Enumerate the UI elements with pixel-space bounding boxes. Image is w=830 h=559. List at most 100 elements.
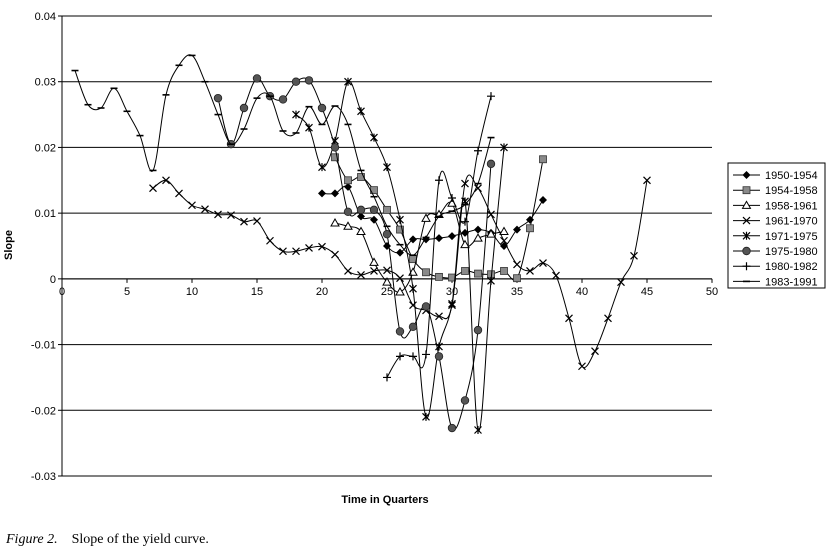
data-point bbox=[227, 211, 235, 220]
data-point bbox=[331, 250, 339, 259]
data-point bbox=[461, 267, 469, 275]
data-point bbox=[292, 247, 300, 256]
data-point bbox=[382, 277, 392, 286]
data-point bbox=[331, 189, 339, 198]
series-line bbox=[386, 96, 492, 378]
data-point bbox=[539, 196, 547, 204]
data-point bbox=[292, 110, 300, 119]
data-point bbox=[513, 274, 521, 283]
series-line bbox=[74, 54, 492, 256]
data-point bbox=[213, 93, 223, 103]
data-point bbox=[474, 225, 482, 234]
data-point bbox=[461, 179, 469, 188]
data-point bbox=[369, 205, 379, 215]
data-point bbox=[474, 146, 482, 155]
data-point bbox=[370, 133, 378, 142]
data-point bbox=[448, 299, 456, 308]
data-point bbox=[396, 352, 404, 361]
legend-entry: 1975-1980 bbox=[733, 246, 818, 258]
series-line bbox=[152, 174, 648, 369]
data-point bbox=[305, 123, 313, 132]
data-point bbox=[434, 352, 444, 361]
legend-label: 1958-1961 bbox=[765, 200, 818, 212]
x-tick-label: 50 bbox=[706, 286, 718, 298]
x-tick-label: 0 bbox=[59, 286, 65, 298]
data-point bbox=[539, 155, 547, 164]
series-1950-1954 bbox=[318, 182, 547, 257]
data-point bbox=[279, 247, 287, 256]
data-point bbox=[617, 278, 625, 287]
data-point bbox=[448, 232, 456, 241]
data-point bbox=[291, 77, 301, 86]
data-point bbox=[330, 143, 340, 152]
data-point bbox=[344, 182, 352, 191]
y-tick-label: 0.03 bbox=[35, 77, 56, 89]
data-point bbox=[435, 312, 443, 321]
data-point bbox=[578, 362, 586, 371]
data-point bbox=[331, 153, 339, 162]
data-point bbox=[422, 350, 430, 359]
data-point bbox=[447, 423, 457, 433]
data-point bbox=[487, 210, 495, 219]
data-point bbox=[474, 184, 482, 193]
data-point bbox=[149, 184, 157, 193]
data-point bbox=[252, 74, 262, 83]
y-axis-title: Slope bbox=[3, 230, 15, 260]
data-point bbox=[383, 163, 391, 172]
data-point bbox=[383, 266, 391, 275]
data-point bbox=[421, 213, 431, 222]
data-point bbox=[162, 176, 170, 185]
x-tick-label: 35 bbox=[511, 286, 523, 298]
data-point bbox=[357, 107, 365, 116]
y-tick-label: 0.01 bbox=[35, 208, 56, 220]
data-point bbox=[473, 233, 483, 242]
data-point bbox=[513, 260, 521, 269]
series-1983-1991 bbox=[71, 54, 495, 256]
data-point bbox=[370, 267, 378, 275]
data-point bbox=[330, 217, 340, 227]
data-point bbox=[513, 225, 521, 234]
series-1958-1961 bbox=[330, 198, 509, 296]
legend-marker bbox=[742, 171, 751, 179]
data-point bbox=[409, 284, 417, 293]
legend-label: 1961-1970 bbox=[765, 216, 818, 228]
series-line bbox=[217, 77, 492, 431]
data-point bbox=[486, 229, 496, 238]
legend-marker bbox=[742, 231, 751, 240]
data-point bbox=[565, 314, 573, 323]
y-tick-label: 0.04 bbox=[35, 11, 56, 23]
legend-entry: 1954-1958 bbox=[733, 185, 818, 197]
data-point bbox=[278, 95, 288, 104]
data-point bbox=[357, 173, 365, 181]
x-tick-label: 45 bbox=[641, 286, 653, 298]
data-point bbox=[382, 229, 392, 239]
legend-label: 1950-1954 bbox=[765, 170, 818, 182]
data-point bbox=[370, 215, 378, 224]
data-point bbox=[409, 352, 417, 361]
legend-entry: 1958-1961 bbox=[733, 200, 818, 212]
data-point bbox=[421, 302, 431, 311]
data-point bbox=[526, 224, 534, 233]
data-point bbox=[383, 373, 391, 382]
data-point bbox=[474, 269, 482, 278]
legend-marker bbox=[742, 216, 751, 225]
data-point bbox=[357, 270, 365, 279]
data-point bbox=[396, 215, 404, 224]
data-point bbox=[214, 210, 222, 219]
legend: 1950-1954 1954-1958 1958-1961 1961-1970 1971… bbox=[727, 162, 826, 289]
y-tick-label: -0.02 bbox=[31, 405, 56, 417]
legend-label: 1983-1991 bbox=[765, 276, 818, 288]
data-point bbox=[487, 92, 495, 101]
data-point bbox=[435, 272, 443, 281]
y-tick-label: -0.01 bbox=[31, 340, 56, 352]
data-point bbox=[526, 267, 534, 275]
caption-text: Slope of the yield curve. bbox=[71, 532, 209, 547]
legend-label: 1971-1975 bbox=[765, 231, 818, 243]
data-point bbox=[396, 225, 404, 234]
data-point bbox=[630, 251, 638, 260]
data-point bbox=[240, 217, 248, 226]
data-point bbox=[343, 207, 353, 217]
data-point bbox=[487, 276, 495, 285]
data-point bbox=[239, 103, 249, 113]
legend-entry: 1971-1975 bbox=[733, 231, 818, 243]
